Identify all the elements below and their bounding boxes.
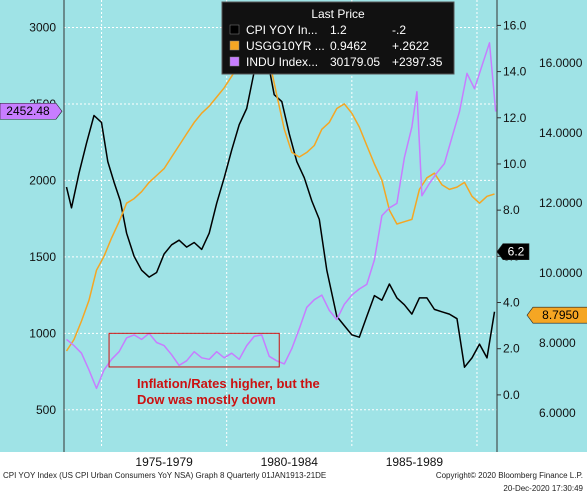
right-inner-tick-label: 10.0 (503, 157, 527, 171)
x-tick-label: 1975-1979 (135, 455, 193, 469)
left-tick-label: 3000 (29, 21, 56, 35)
value-tag: 8.7950 (526, 306, 587, 324)
legend-header: Last Price (311, 7, 365, 21)
legend-box (221, 1, 455, 75)
legend-change: -.2 (392, 23, 406, 37)
annotation-text-line1: Inflation/Rates higher, but the (137, 376, 320, 391)
right-outer-tick-label: 12.0000 (539, 196, 583, 210)
right-inner-tick-label: 16.0 (503, 18, 527, 32)
legend-last-price: 0.9462 (330, 39, 367, 53)
indu-index-line (66, 42, 497, 390)
right-inner-tick-label: 4.0 (503, 296, 520, 310)
footer-source: CPI YOY Index (US CPI Urban Consumers Yo… (3, 471, 327, 480)
annotation-text-line2: Dow was mostly down (137, 392, 276, 407)
left-tick-label: 2000 (29, 173, 56, 187)
left-tick-label: 1000 (29, 326, 56, 340)
right-inner-tick-label: 2.0 (503, 342, 520, 356)
footer-copyright: Copyright© 2020 Bloomberg Finance L.P. (435, 471, 583, 480)
value-tag-shape (496, 243, 530, 261)
right-outer-tick-label: 10.0000 (539, 266, 583, 280)
legend-swatch (229, 24, 240, 35)
tag-layer: 2452.48 6.2 8.7950 (0, 102, 587, 324)
right-outer-tick-label: 8.0000 (539, 336, 576, 350)
right-outer-tick-label: 14.0000 (539, 126, 583, 140)
right-outer-tick-label: 16.0000 (539, 56, 583, 70)
plot-background (0, 0, 587, 452)
x-tick-label: 1985-1989 (386, 455, 444, 469)
legend-series-name: INDU Index... (246, 55, 318, 69)
legend-swatch (229, 56, 240, 67)
series-layer (65, 42, 497, 390)
right-inner-tick-label: 0.0 (503, 388, 520, 402)
legend-swatch (229, 40, 240, 51)
legend-last-price: 30179.05 (330, 55, 380, 69)
left-tick-label: 500 (36, 403, 56, 417)
value-tag-text: 8.7950 (542, 308, 579, 322)
cpi-yoy-index-line (65, 52, 496, 368)
value-tag: 2452.48 (0, 102, 63, 120)
left-tick-label: 1500 (29, 250, 56, 264)
footer-timestamp: 20-Dec-2020 17:30:49 (503, 484, 583, 493)
value-tag-text: 2452.48 (6, 104, 50, 118)
legend-series-name: CPI YOY In... (246, 23, 318, 37)
value-tag-shape (526, 306, 587, 324)
legend-change: +2397.35 (392, 55, 443, 69)
legend-change: +.2622 (392, 39, 429, 53)
legend-layer[interactable]: Last Price CPI YOY In... 1.2 -.2 USGG10YR ..… (221, 1, 455, 75)
legend-last-price: 1.2 (330, 23, 347, 37)
legend-series-name: USGG10YR ... (246, 39, 325, 53)
annotation-box (108, 332, 280, 368)
right-outer-tick-label: 6.0000 (539, 406, 576, 420)
value-tag-shape (0, 102, 63, 120)
x-tick-label: 1980-1984 (261, 455, 319, 469)
value-tag-text: 6.2 (508, 245, 525, 259)
value-tag: 6.2 (496, 243, 530, 261)
right-inner-tick-label: 14.0 (503, 65, 527, 79)
right-inner-tick-label: 12.0 (503, 111, 527, 125)
right-inner-tick-label: 8.0 (503, 203, 520, 217)
usgg10yr-index-line (65, 47, 495, 352)
